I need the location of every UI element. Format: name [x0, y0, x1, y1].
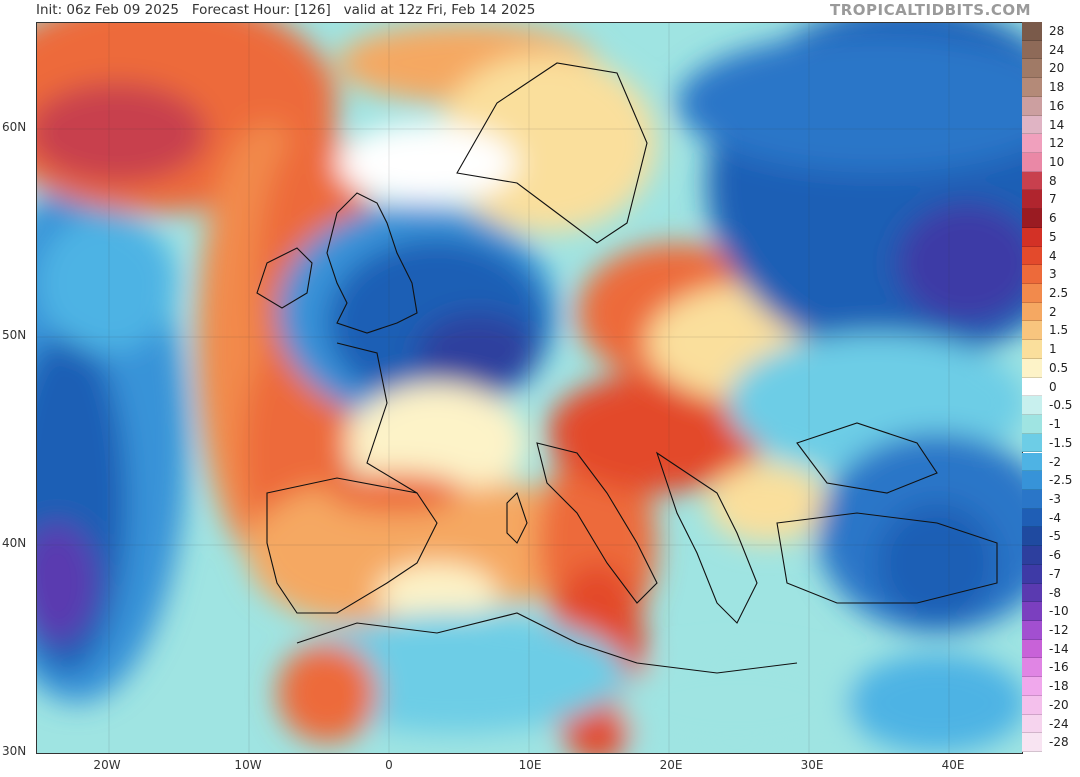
colorbar-label: -1.5	[1049, 435, 1073, 450]
colorbar-swatch	[1022, 265, 1042, 285]
colorbar-swatch	[1022, 583, 1042, 603]
colorbar-label: -18	[1049, 679, 1069, 694]
colorbar-label: -1	[1049, 417, 1061, 432]
colorbar-swatch	[1022, 190, 1042, 210]
colorbar-label: -12	[1049, 622, 1069, 637]
colorbar-swatch	[1022, 302, 1042, 322]
colorbar-label: -8	[1049, 585, 1061, 600]
colorbar-swatch	[1022, 377, 1042, 397]
colorbar-swatch	[1022, 639, 1042, 659]
lat-label-30n: 30N	[2, 744, 27, 758]
colorbar-swatch	[1022, 78, 1042, 97]
colorbar-swatch	[1022, 284, 1042, 303]
colorbar-label: -24	[1049, 716, 1069, 731]
colorbar-swatch	[1022, 564, 1042, 584]
colorbar-swatch	[1022, 471, 1042, 490]
colorbar-label: 10	[1049, 155, 1065, 170]
colorbar-label: -6	[1049, 548, 1061, 563]
colorbar-swatch	[1022, 321, 1042, 341]
colorbar-swatch	[1022, 602, 1042, 621]
colorbar-label: 16	[1049, 98, 1065, 113]
coastlines	[256, 62, 998, 674]
colorbar-label: 4	[1049, 248, 1057, 263]
lat-label-50n: 50N	[2, 328, 27, 342]
colorbar-swatch	[1022, 695, 1042, 715]
colorbar-swatch	[1022, 115, 1042, 135]
colorbar-swatch	[1022, 677, 1042, 696]
colorbar-swatch	[1022, 508, 1042, 528]
lon-label-20w: 20W	[93, 758, 121, 772]
colorbar-swatch	[1022, 546, 1042, 565]
colorbar-swatch	[1022, 452, 1042, 472]
brand-watermark: TROPICALTIDBITS.COM	[830, 1, 1031, 19]
colorbar-label: -5	[1049, 529, 1061, 544]
colorbar-swatch	[1022, 59, 1042, 79]
lon-label-20e: 20E	[659, 758, 683, 772]
lon-label-40e: 40E	[941, 758, 965, 772]
colorbar-label: 12	[1049, 136, 1065, 151]
colorbar-label: -7	[1049, 566, 1061, 581]
colorbar-swatch	[1022, 714, 1042, 734]
graticule	[37, 23, 1022, 753]
colorbar-label: -3	[1049, 491, 1061, 506]
header: Init: 06z Feb 09 2025 Forecast Hour: [12…	[0, 0, 1080, 22]
colorbar-label: 14	[1049, 117, 1065, 132]
colorbar-swatch	[1022, 658, 1042, 678]
colorbar-label: -10	[1049, 604, 1069, 619]
colorbar-label: 2	[1049, 304, 1057, 319]
colorbar-swatch	[1022, 22, 1042, 41]
colorbar-swatch	[1022, 415, 1042, 434]
colorbar-swatch	[1022, 171, 1042, 191]
colorbar-label: 1	[1049, 342, 1057, 357]
colorbar-swatch	[1022, 246, 1042, 266]
colorbar-swatch	[1022, 620, 1042, 640]
lon-label-10e: 10E	[518, 758, 542, 772]
colorbar-swatch	[1022, 340, 1042, 359]
colorbar-swatch	[1022, 433, 1042, 453]
colorbar-label: 8	[1049, 173, 1057, 188]
colorbar-label: 1.5	[1049, 323, 1069, 338]
lat-label-60n: 60N	[2, 120, 27, 134]
colorbar-label: 6	[1049, 211, 1057, 226]
colorbar-swatch	[1022, 96, 1042, 116]
colorbar-swatch	[1022, 153, 1042, 172]
colorbar-label: -16	[1049, 660, 1069, 675]
colorbar-label: -20	[1049, 697, 1069, 712]
colorbar-swatch	[1022, 209, 1042, 228]
colorbar-label: 0.5	[1049, 360, 1069, 375]
anomaly-map	[36, 22, 1023, 754]
colorbar-swatch	[1022, 40, 1042, 60]
colorbar-label: 28	[1049, 24, 1065, 38]
lon-label-0: 0	[385, 758, 393, 772]
anomaly-shading	[37, 23, 1022, 753]
colorbar-label: 5	[1049, 229, 1057, 244]
colorbar-swatch	[1022, 733, 1042, 752]
colorbar-label: -28	[1049, 735, 1069, 750]
colorbar-label: 18	[1049, 80, 1065, 95]
lon-label-10w: 10W	[234, 758, 262, 772]
colorbar-label: -4	[1049, 510, 1061, 525]
colorbar-label: 20	[1049, 61, 1065, 76]
colorbar-label: 3	[1049, 267, 1057, 282]
colorbar-swatch	[1022, 134, 1042, 153]
colorbar-label: -2.5	[1049, 473, 1073, 488]
colorbar-swatch	[1022, 396, 1042, 416]
colorbar-swatch	[1022, 489, 1042, 509]
colorbar-label: 24	[1049, 42, 1065, 57]
colorbar-swatch	[1022, 358, 1042, 378]
colorbar-legend: 28 24 20 18 16 14 12 10 8 7 6 5 4 3 2.5 2 1.5 1 0.5 0 -0.5 -1…	[1022, 22, 1080, 752]
colorbar-label: 0	[1049, 379, 1057, 394]
colorbar-label: 7	[1049, 192, 1057, 207]
lat-label-40n: 40N	[2, 536, 27, 550]
colorbar-swatch	[1022, 227, 1042, 247]
lon-label-30e: 30E	[800, 758, 824, 772]
colorbar-label: -14	[1049, 641, 1069, 656]
colorbar-label: -0.5	[1049, 398, 1073, 413]
forecast-info: Init: 06z Feb 09 2025 Forecast Hour: [12…	[36, 2, 536, 18]
colorbar-label: 2.5	[1049, 286, 1069, 301]
colorbar-label: -2	[1049, 454, 1061, 469]
colorbar-swatch	[1022, 527, 1042, 547]
